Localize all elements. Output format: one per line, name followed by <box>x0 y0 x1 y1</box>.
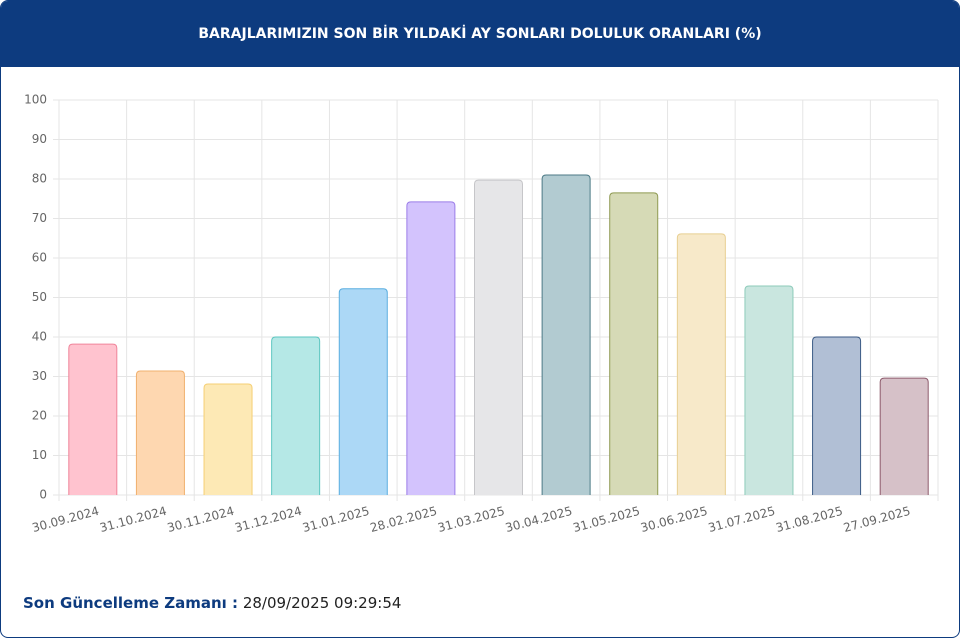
bar <box>541 174 591 495</box>
bar <box>271 336 321 495</box>
y-tick-label: 50 <box>32 290 47 304</box>
y-tick-label: 10 <box>32 448 47 462</box>
chart-title: BARAJLARIMIZIN SON BİR YILDAKİ AY SONLAR… <box>198 26 762 42</box>
x-tick-label: 30.06.2025 <box>639 504 709 535</box>
bar <box>406 201 456 495</box>
bar <box>68 343 118 495</box>
x-tick-label: 30.11.2024 <box>166 504 236 535</box>
y-tick-label: 30 <box>32 369 47 383</box>
x-tick-label: 31.03.2025 <box>436 504 506 535</box>
update-time: 28/09/2025 09:29:54 <box>242 594 402 612</box>
y-tick-label: 20 <box>32 409 47 423</box>
x-tick-label: 31.08.2025 <box>774 504 844 535</box>
y-tick-label: 100 <box>24 93 47 107</box>
y-tick-label: 80 <box>32 172 47 186</box>
x-tick-label: 31.12.2024 <box>233 504 303 535</box>
x-tick-label: 30.04.2025 <box>504 504 574 535</box>
y-tick-label: 0 <box>39 488 47 502</box>
x-tick-label: 28.02.2025 <box>369 504 439 535</box>
chart: 0 10 20 30 40 50 60 70 80 90 100 30.09.202431.10.20… <box>24 93 939 535</box>
bar <box>473 179 524 495</box>
x-tick-label: 31.10.2024 <box>98 504 168 535</box>
bar <box>879 377 929 495</box>
update-label: Son Güncelleme Zamanı : <box>23 594 239 612</box>
bar <box>812 336 862 495</box>
bar <box>676 233 726 495</box>
bar <box>338 288 388 495</box>
y-tick-label: 90 <box>32 132 47 146</box>
x-tick-label: 31.05.2025 <box>571 504 641 535</box>
y-tick-label: 40 <box>32 330 47 344</box>
bar <box>744 285 794 495</box>
y-tick-label: 60 <box>32 251 47 265</box>
bar <box>609 192 659 495</box>
footer: Son Güncelleme Zamanı : 28/09/2025 09:29… <box>23 594 401 612</box>
x-tick-label: 31.01.2025 <box>301 504 371 535</box>
x-tick-label: 30.09.2024 <box>30 504 100 535</box>
bar <box>203 383 253 495</box>
header: BARAJLARIMIZIN SON BİR YILDAKİ AY SONLAR… <box>1 1 959 67</box>
bar <box>135 370 185 495</box>
y-tick-label: 70 <box>32 211 47 225</box>
x-tick-label: 31.07.2025 <box>707 504 777 535</box>
x-tick-label: 27.09.2025 <box>842 504 912 535</box>
